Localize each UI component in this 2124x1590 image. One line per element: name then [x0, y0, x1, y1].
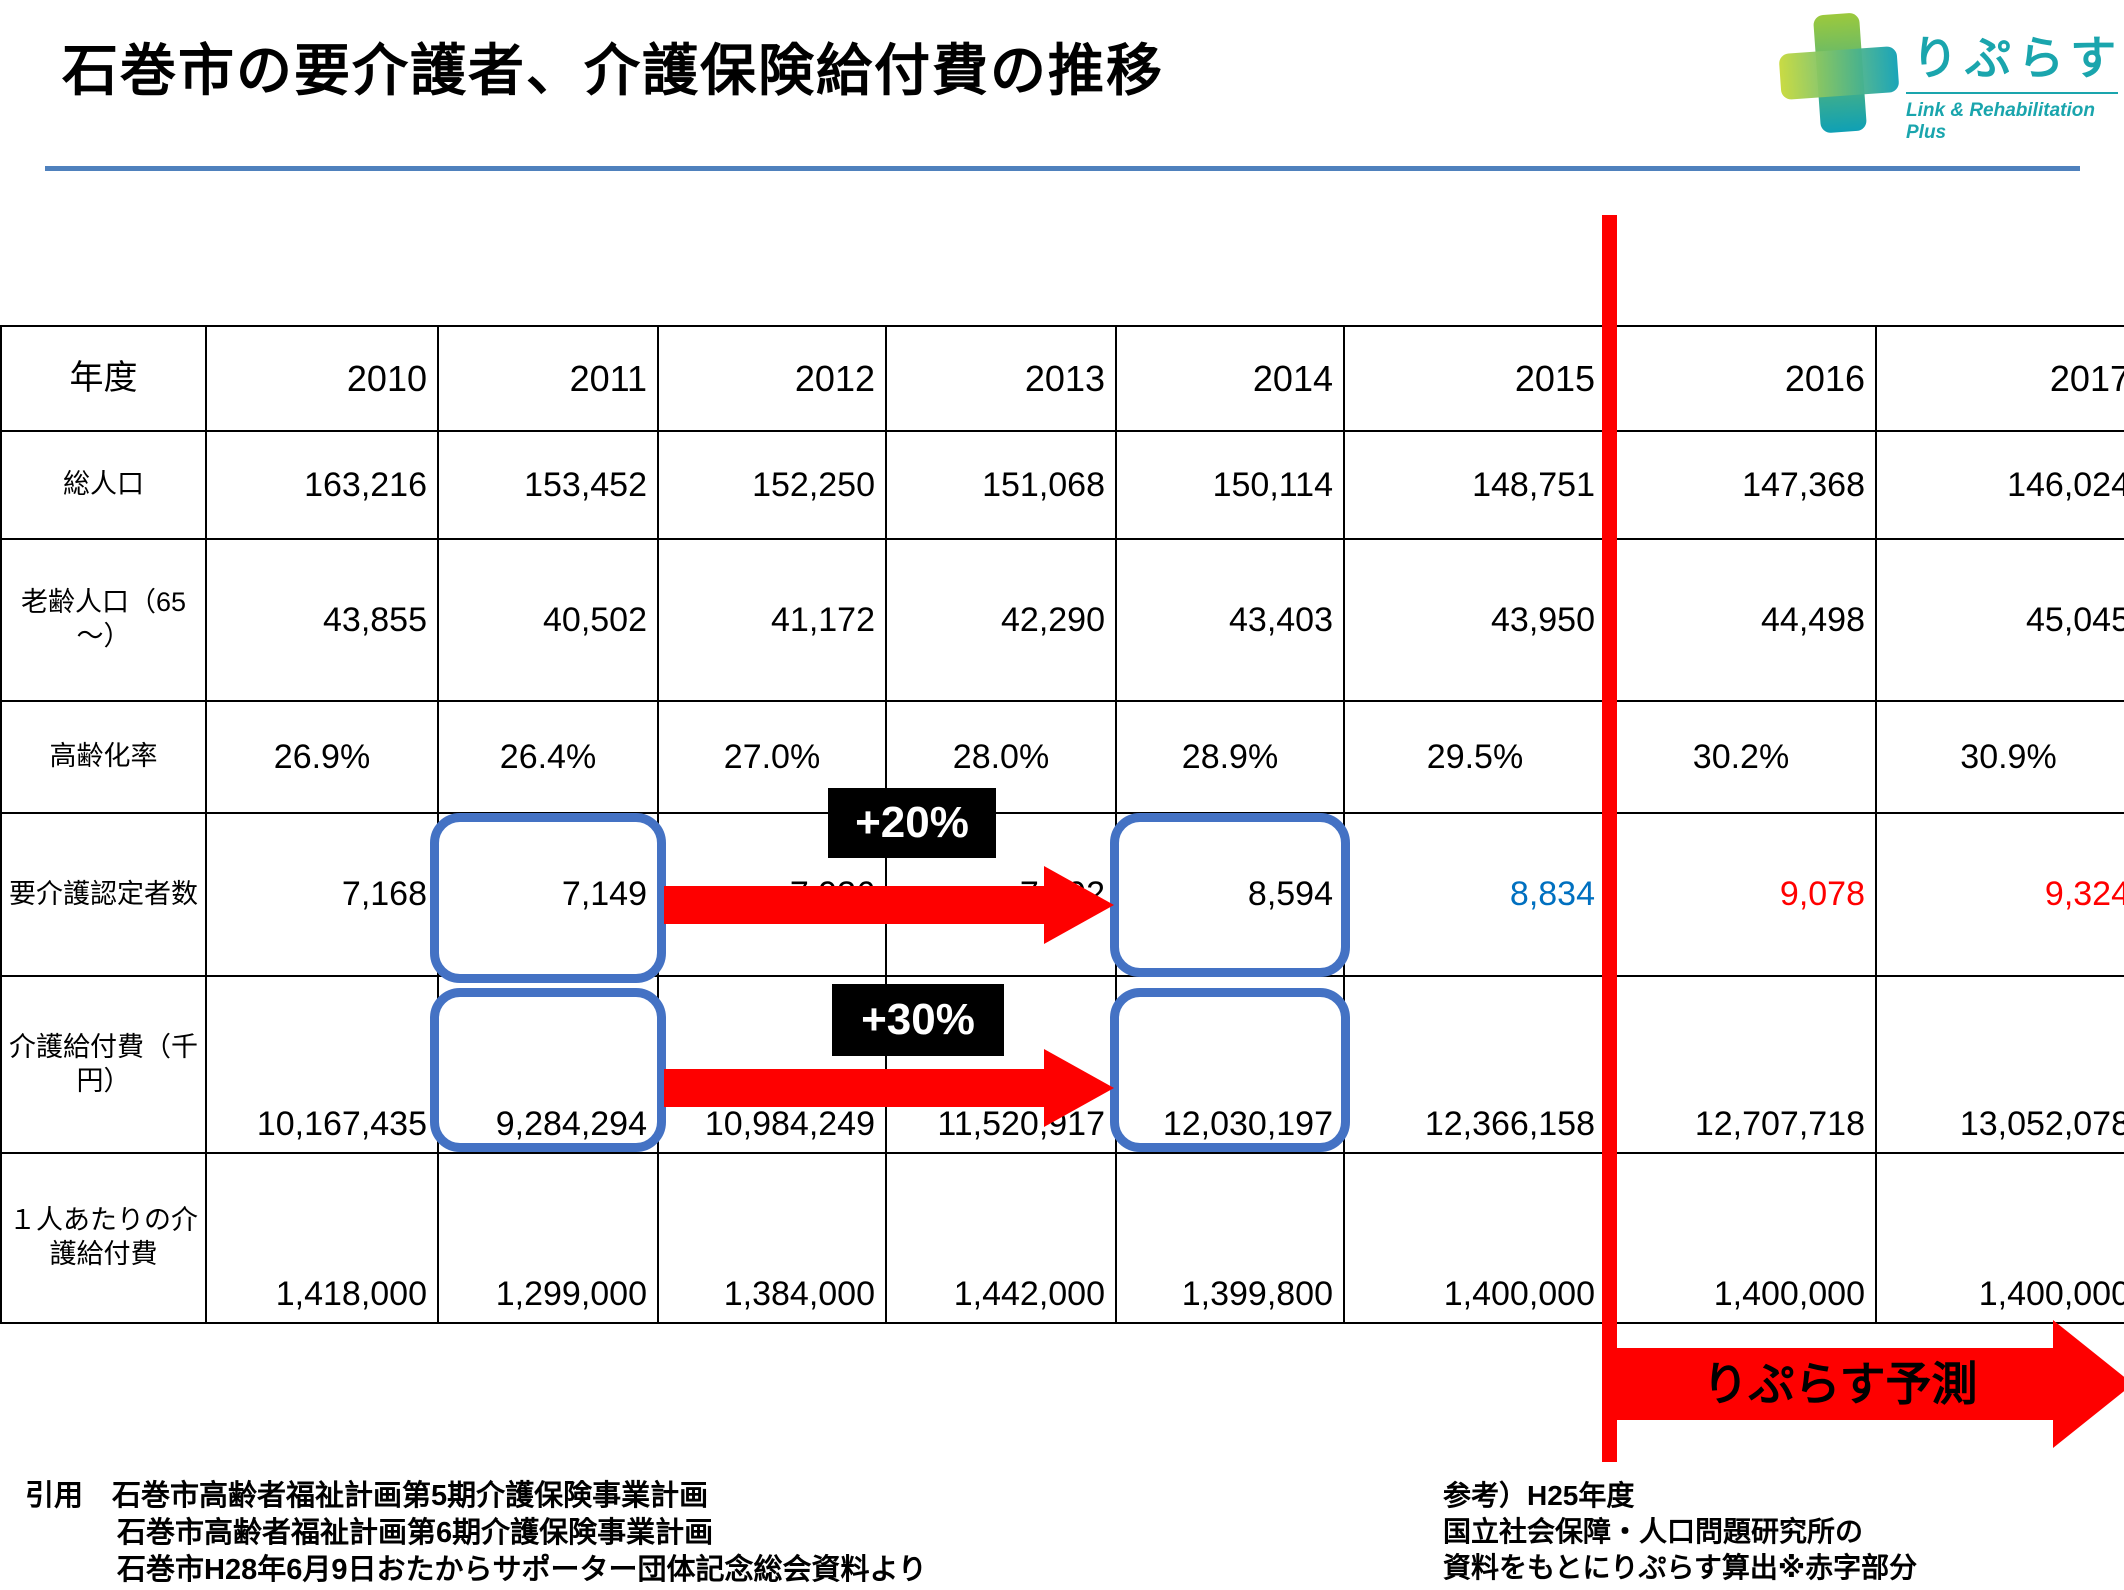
year-cell: 2013: [885, 325, 1117, 432]
year-cell: 2015: [1343, 325, 1607, 432]
year-cell: 2010: [205, 325, 439, 432]
table-cell: 41,172: [657, 538, 887, 702]
table-cell: 8,594: [1115, 812, 1345, 977]
citation-line: 石巻市高齢者福祉計画第6期介護保険事業計画: [117, 1517, 714, 1549]
reference-line: 資料をもとにりぷらす算出※赤字部分: [1443, 1552, 1918, 1583]
table-cell: 42,290: [885, 538, 1117, 702]
forecast-divider-line: [1602, 215, 1617, 1462]
table-cell: 1,299,000: [437, 1152, 659, 1324]
title-divider: [45, 166, 2080, 171]
reference-block: 参考）H25年度 国立社会保障・人口問題研究所の 資料をもとにりぷらす算出※赤字…: [1443, 1478, 1917, 1586]
table-row: 高齢化率 26.9% 26.4% 27.0% 28.0% 28.9% 29.5%…: [0, 700, 2124, 814]
data-table: 年度 2010 2011 2012 2013 2014 2015 2016 20…: [0, 325, 2124, 1324]
table-cell: 45,045: [1875, 538, 2124, 702]
table-cell: 43,403: [1115, 538, 1345, 702]
table-cell: 151,068: [885, 430, 1117, 540]
table-cell-forecast: 8,834: [1343, 812, 1607, 977]
table-cell: 7,168: [205, 812, 439, 977]
table-cell: 150,114: [1115, 430, 1345, 540]
table-cell: 43,855: [205, 538, 439, 702]
year-cell: 2014: [1115, 325, 1345, 432]
table-cell: 148,751: [1343, 430, 1607, 540]
citation-line: 石巻市H28年6月9日おたからサポーター団体記念総会資料より: [117, 1554, 927, 1586]
table-cell: 1,399,800: [1115, 1152, 1345, 1324]
reference-line: 国立社会保障・人口問題研究所の: [1443, 1516, 1864, 1547]
year-cell: 2016: [1605, 325, 1877, 432]
table-cell: 1,442,000: [885, 1152, 1117, 1324]
forecast-arrowhead: [2053, 1320, 2124, 1448]
highlight-box-2011-benefit: [430, 988, 666, 1152]
table-cell: 1,400,000: [1605, 1152, 1877, 1324]
year-header-cell: 年度: [0, 325, 207, 432]
row-label: 老齢人口（65～）: [0, 538, 207, 702]
reference-line: 参考）H25年度: [1443, 1480, 1635, 1511]
logo-name: りぷらす: [1912, 32, 2124, 84]
increase-arrowhead-certified: [1044, 866, 1114, 944]
table-row: 総人口 163,216 153,452 152,250 151,068 150,…: [0, 430, 2124, 540]
table-cell: 26.4%: [437, 700, 659, 814]
table-cell: 28.9%: [1115, 700, 1345, 814]
increase-arrowhead-benefit: [1044, 1049, 1114, 1127]
table-cell: 12,366,158: [1343, 975, 1607, 1154]
logo-tagline: Link & Rehabilitation Plus: [1906, 100, 2095, 143]
increase-30-badge: +30%: [832, 984, 1004, 1056]
row-label: 要介護認定者数: [0, 812, 207, 977]
table-cell: 28.0%: [885, 700, 1117, 814]
table-header-row: 年度 2010 2011 2012 2013 2014 2015 2016 20…: [0, 325, 2124, 432]
highlight-box-2014-benefit: [1110, 988, 1350, 1152]
table-cell: 12,030,197: [1115, 975, 1345, 1154]
year-cell: 2011: [437, 325, 659, 432]
forecast-label: りぷらす予測: [1702, 1358, 1978, 1410]
table-cell: 146,024: [1875, 430, 2124, 540]
table-cell: 163,216: [205, 430, 439, 540]
table-cell: 30.2%: [1605, 700, 1877, 814]
table-cell-forecast: 9,324: [1875, 812, 2124, 977]
increase-20-badge: +20%: [828, 788, 996, 858]
table-cell-forecast: 9,078: [1605, 812, 1877, 977]
citation-line: 引用 石巻市高齢者福祉計画第5期介護保険事業計画: [25, 1480, 709, 1512]
table-cell: 1,400,000: [1875, 1152, 2124, 1324]
table-cell: 12,707,718: [1605, 975, 1877, 1154]
highlight-box-2014-certified: [1110, 813, 1350, 977]
row-label: 介護給付費（千円）: [0, 975, 207, 1154]
table-cell: 30.9%: [1875, 700, 2124, 814]
highlight-box-2011-certified: [430, 813, 666, 983]
logo-divider: [1906, 92, 2118, 94]
citation-block: 引用 石巻市高齢者福祉計画第5期介護保険事業計画 石巻市高齢者福祉計画第6期介護…: [25, 1478, 927, 1589]
table-cell: 43,950: [1343, 538, 1607, 702]
table-cell: 1,400,000: [1343, 1152, 1607, 1324]
table-cell: 44,498: [1605, 538, 1877, 702]
row-label: 総人口: [0, 430, 207, 540]
table-cell: 26.9%: [205, 700, 439, 814]
table-row: １人あたりの介護給付費 1,418,000 1,299,000 1,384,00…: [0, 1152, 2124, 1324]
year-cell: 2012: [657, 325, 887, 432]
table-cell: 152,250: [657, 430, 887, 540]
page-title: 石巻市の要介護者、介護保険給付費の推移: [62, 39, 1164, 102]
row-label: １人あたりの介護給付費: [0, 1152, 207, 1324]
increase-arrow-benefit: [664, 1069, 1044, 1107]
logo-cross-horizontal-bar: [1778, 45, 1900, 101]
table-row: 老齢人口（65～） 43,855 40,502 41,172 42,290 43…: [0, 538, 2124, 702]
table-cell: 10,167,435: [205, 975, 439, 1154]
table-cell: 13,052,078: [1875, 975, 2124, 1154]
table-cell: 147,368: [1605, 430, 1877, 540]
table-cell: 1,418,000: [205, 1152, 439, 1324]
table-cell: 153,452: [437, 430, 659, 540]
table-cell: 40,502: [437, 538, 659, 702]
table-cell: 1,384,000: [657, 1152, 887, 1324]
logo-cross-icon: [1774, 8, 1904, 138]
row-label: 高齢化率: [0, 700, 207, 814]
year-cell: 2017: [1875, 325, 2124, 432]
increase-arrow-certified: [664, 886, 1044, 924]
table-cell: 29.5%: [1343, 700, 1607, 814]
forecast-arrow: [1613, 1348, 2053, 1420]
